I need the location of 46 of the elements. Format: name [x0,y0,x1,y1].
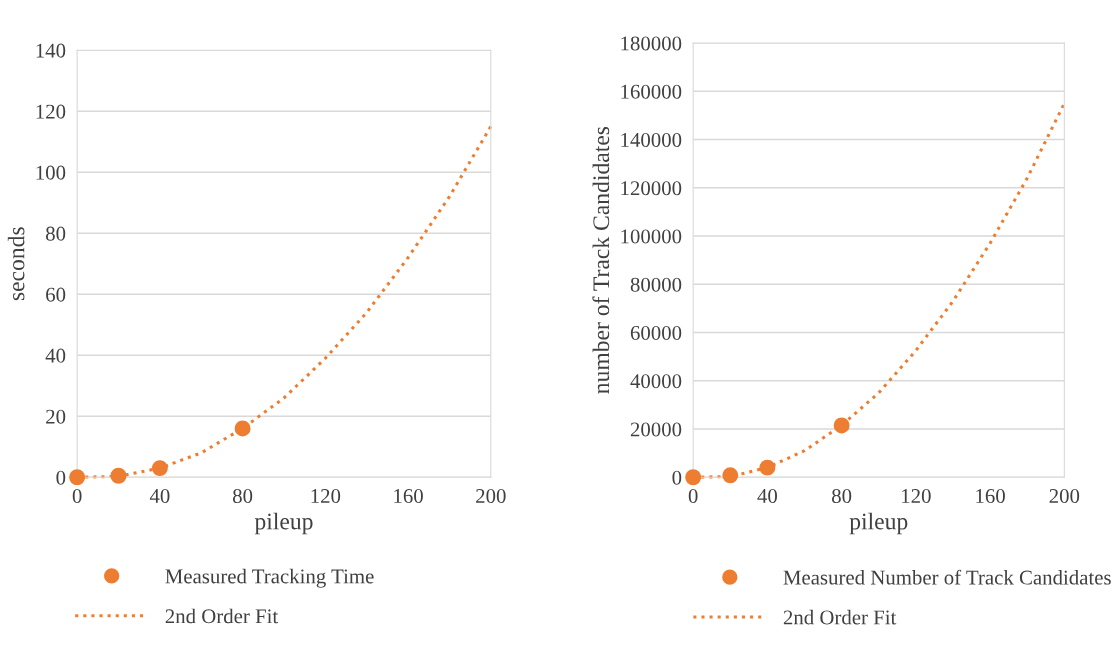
y-tick-label: 0 [672,470,682,485]
y-tick-label: 20 [46,409,66,424]
y-tick-label: 40000 [630,374,682,389]
point [759,459,776,476]
legend-label: 2nd Order Fit [783,609,897,625]
x-tick-label: 200 [1049,488,1080,504]
legend-label: Measured Number of Track Candidates [783,569,1111,585]
y-tick-label: 80 [45,226,66,241]
y-tick-label: 140 [36,43,66,58]
y-tick-label: 60000 [630,325,682,340]
y-tick-label: 180000 [621,36,682,51]
y-tick-label: 120000 [621,181,682,196]
x-axis-title: pileup [849,512,908,535]
point [234,420,251,437]
y-tick-label: 160000 [621,84,682,99]
x-tick-label: 80 [232,488,253,504]
y-tick-label: 120 [36,104,66,119]
x-tick-label: 160 [976,488,1005,504]
y-axis-title: seconds [7,227,25,301]
y-tick-label: 20000 [630,422,682,437]
legend-label: Measured Tracking Time [165,568,374,588]
point [722,467,739,484]
y-tick-label: 100000 [621,229,682,244]
y-tick-label: 0 [56,470,66,485]
point [833,417,850,434]
x-tick-label: 40 [757,488,778,504]
y-tick-label: 40 [45,348,66,363]
x-tick-label: 0 [72,488,82,504]
x-axis-title: pileup [254,512,313,535]
point [110,467,127,484]
legend-label: 2nd Order Fit [165,608,279,624]
point [685,469,702,486]
y-tick-label: 80000 [630,277,682,292]
x-tick-label: 200 [476,488,506,504]
x-tick-label: 80 [832,488,852,504]
x-tick-label: 0 [688,488,698,504]
y-tick-label: 60 [46,287,66,302]
x-tick-label: 120 [311,488,341,504]
y-tick-label: 140000 [621,132,682,147]
y-tick-label: 100 [36,165,66,180]
x-tick-label: 120 [902,488,931,504]
point [151,460,168,477]
x-tick-label: 40 [149,488,170,504]
x-tick-label: 160 [394,488,423,504]
point [69,469,86,486]
y-axis-title: number of Track Candidates [592,126,610,394]
